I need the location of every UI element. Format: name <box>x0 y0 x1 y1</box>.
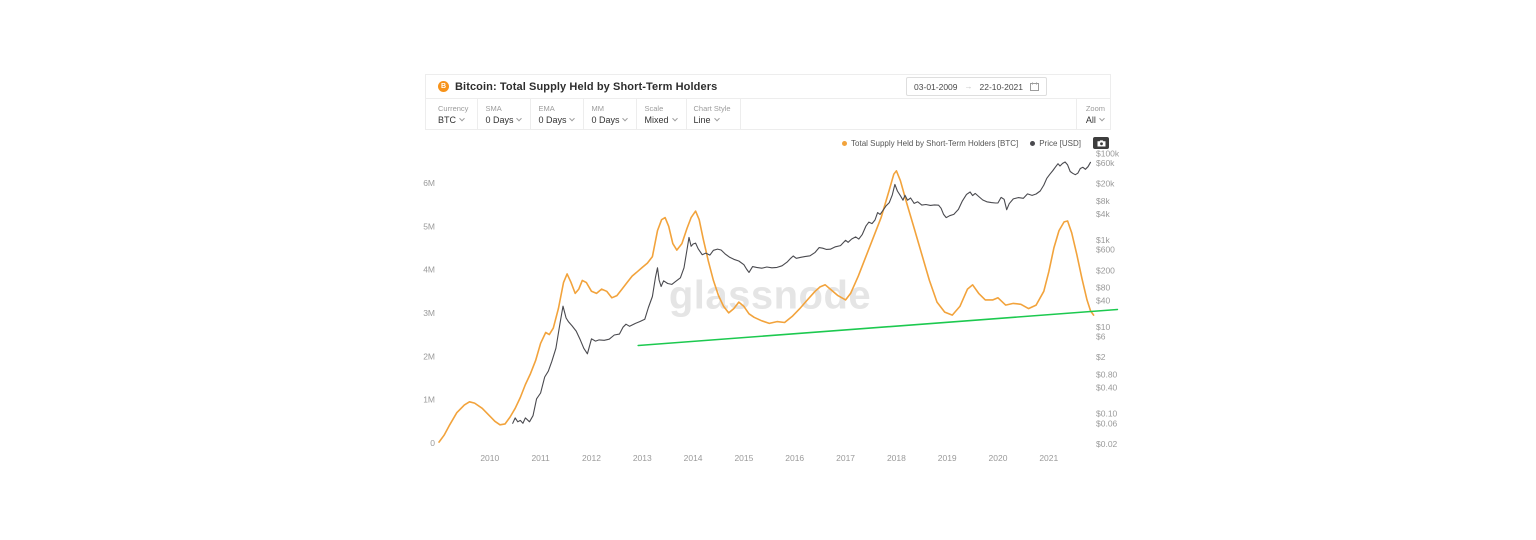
left-axis-tick: 2M <box>423 351 435 361</box>
legend-item-supply[interactable]: Total Supply Held by Short-Term Holders … <box>842 139 1018 148</box>
right-axis-tick: $600 <box>1096 245 1115 255</box>
right-axis-tick: $10 <box>1096 322 1110 332</box>
supply-series-dot <box>842 140 848 146</box>
glassnode-chart-widget: B Bitcoin: Total Supply Held by Short-Te… <box>423 74 1120 484</box>
ema-label: EMA <box>538 103 555 113</box>
x-axis-year-tick: 2013 <box>633 453 652 463</box>
right-axis-tick: $6 <box>1096 332 1106 342</box>
right-axis-tick: $1k <box>1096 235 1110 245</box>
chevron-down-icon <box>671 115 678 121</box>
series-total-supply-held-by-short-term-holders-btc-[interactable] <box>438 169 1095 443</box>
x-axis-year-tick: 2020 <box>989 453 1008 463</box>
x-axis-year-tick: 2010 <box>480 453 499 463</box>
right-axis-tick: $200 <box>1096 265 1115 275</box>
chevron-down-icon <box>1099 115 1105 121</box>
left-axis-tick: 0 <box>430 438 435 448</box>
x-axis-year-tick: 2018 <box>887 453 906 463</box>
chart-style-value: Line <box>693 114 711 125</box>
chart-header: B Bitcoin: Total Supply Held by Short-Te… <box>426 75 1110 98</box>
left-axis-tick: 4M <box>423 265 435 275</box>
mm-dropdown[interactable]: MM 0 Days <box>591 99 638 129</box>
sma-label: SMA <box>485 103 502 113</box>
scale-label: Scale <box>644 103 664 113</box>
left-axis-tick: 3M <box>423 308 435 318</box>
sma-dropdown[interactable]: SMA 0 Days <box>485 99 532 129</box>
right-axis-tick: $20k <box>1096 179 1115 189</box>
left-axis-tick: 6M <box>423 178 435 188</box>
chart-area: glassnode 0 1M 2M 3M 4M 5M 6M $100k $60k $20k $8k $… <box>423 148 1125 478</box>
right-axis-tick: $0.10 <box>1096 409 1118 419</box>
right-axis-tick: $0.06 <box>1096 418 1118 428</box>
chevron-down-icon <box>622 115 629 121</box>
chevron-down-icon <box>569 115 576 121</box>
sma-value: 0 Days <box>485 114 514 125</box>
price-series-dot <box>1030 140 1036 146</box>
zoom-value: All <box>1085 114 1096 125</box>
scale-dropdown[interactable]: Scale Mixed <box>644 99 687 129</box>
right-axis-tick: $0.40 <box>1096 383 1118 393</box>
left-axis-tick: 5M <box>423 221 435 231</box>
bitcoin-icon: B <box>438 81 449 92</box>
price-supply-chart[interactable]: 0 1M 2M 3M 4M 5M 6M $100k$60k $20k $8k $4k $1k$600 $… <box>423 148 1125 478</box>
chevron-down-icon <box>459 115 465 121</box>
date-to-input[interactable]: 22-10-2021 <box>979 81 1023 92</box>
x-axis-year-tick: 2021 <box>1039 453 1058 463</box>
x-axis-year-tick: 2011 <box>531 453 550 463</box>
zoom-label: Zoom <box>1085 103 1105 113</box>
legend-item-price[interactable]: Price [USD] <box>1030 139 1081 148</box>
chart-legend: Total Supply Held by Short-Term Holders … <box>425 137 1111 149</box>
series-price-usd-[interactable] <box>512 161 1092 424</box>
chart-style-label: Chart Style <box>693 103 731 113</box>
right-axis-tick: $40 <box>1096 296 1110 306</box>
currency-dropdown[interactable]: Currency BTC <box>438 99 479 129</box>
currency-value: BTC <box>438 114 456 125</box>
supply-series-label: Total Supply Held by Short-Term Holders … <box>851 138 1019 148</box>
ema-dropdown[interactable]: EMA 0 Days <box>538 99 585 129</box>
chart-chrome: B Bitcoin: Total Supply Held by Short-Te… <box>425 74 1111 130</box>
right-axis-tick: $4k <box>1096 209 1110 219</box>
right-axis-tick: $100k <box>1096 148 1120 158</box>
zoom-dropdown[interactable]: Zoom All <box>1075 99 1110 129</box>
right-axis-tick: $60k <box>1096 158 1115 168</box>
screenshot-camera-button[interactable] <box>1093 137 1109 149</box>
chevron-down-icon <box>713 115 720 121</box>
x-axis-year-tick: 2016 <box>785 453 804 463</box>
chart-style-dropdown[interactable]: Chart Style Line <box>694 99 741 129</box>
mm-label: MM <box>591 103 604 113</box>
scale-value: Mixed <box>644 114 669 125</box>
x-axis-year-tick: 2014 <box>684 453 703 463</box>
right-axis-tick: $80 <box>1096 283 1110 293</box>
chart-toolbar: Currency BTC SMA 0 Days EMA 0 Days MM 0 … <box>426 98 1110 129</box>
x-axis-year-tick: 2012 <box>582 453 601 463</box>
series-support-trendline-drawn-[interactable] <box>637 308 1119 347</box>
x-axis-year-tick: 2019 <box>938 453 957 463</box>
arrow-right-icon: → <box>964 82 973 91</box>
right-axis-tick: $8k <box>1096 196 1110 206</box>
ema-value: 0 Days <box>538 114 567 125</box>
right-axis-tick: $0.02 <box>1096 439 1118 449</box>
chart-title: Bitcoin: Total Supply Held by Short-Term… <box>455 80 718 93</box>
x-axis-year-tick: 2015 <box>734 453 753 463</box>
chevron-down-icon <box>516 115 523 121</box>
x-axis-year-tick: 2017 <box>836 453 855 463</box>
date-range-picker[interactable]: 03-01-2009 → 22-10-2021 <box>906 77 1047 96</box>
price-series-label: Price [USD] <box>1039 138 1081 148</box>
right-axis-tick: $2 <box>1096 352 1106 362</box>
calendar-icon[interactable] <box>1030 82 1039 91</box>
camera-icon <box>1097 139 1105 146</box>
right-axis-tick: $0.80 <box>1096 370 1118 380</box>
date-from-input[interactable]: 03-01-2009 <box>914 81 958 92</box>
mm-value: 0 Days <box>591 114 620 125</box>
left-axis-tick: 1M <box>423 395 435 405</box>
currency-label: Currency <box>438 103 469 113</box>
